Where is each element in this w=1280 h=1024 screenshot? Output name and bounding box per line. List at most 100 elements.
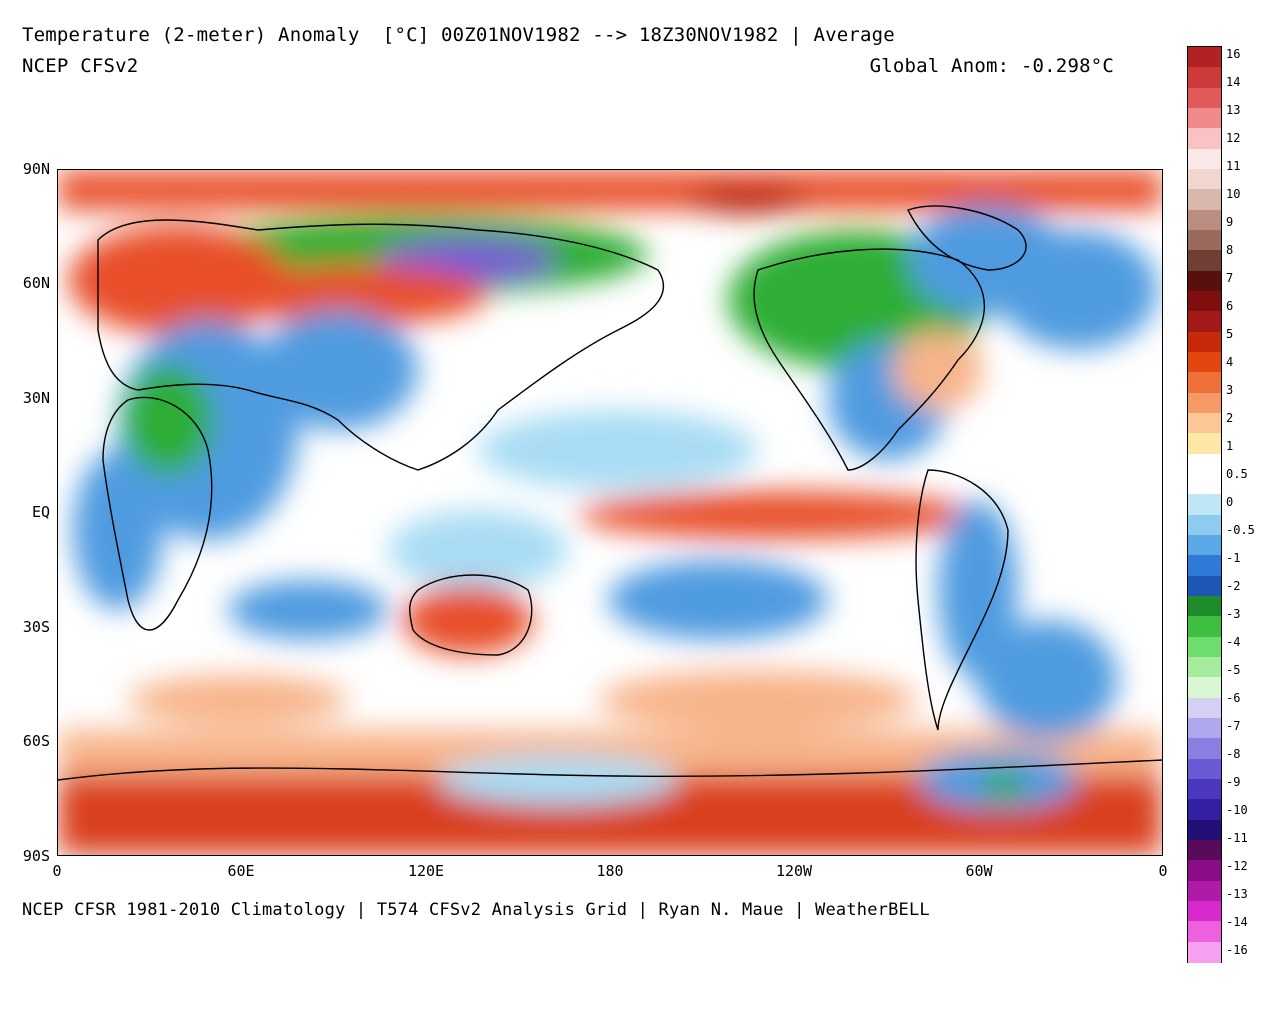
colorbar-swatch bbox=[1188, 596, 1221, 617]
colorbar-label: -8 bbox=[1226, 747, 1241, 761]
colorbar-label: 5 bbox=[1226, 327, 1234, 341]
colorbar-label: 14 bbox=[1226, 75, 1241, 89]
map-title: Temperature (2-meter) Anomaly [°C] 00Z01… bbox=[22, 24, 895, 46]
colorbar-swatch bbox=[1188, 352, 1221, 373]
colorbar-swatch bbox=[1188, 677, 1221, 699]
anomaly-blobs bbox=[58, 170, 1162, 855]
lon-label-60w: 60W bbox=[965, 862, 993, 880]
colorbar-label: -13 bbox=[1226, 887, 1248, 901]
credits-footer: NCEP CFSR 1981-2010 Climatology | T574 C… bbox=[22, 900, 930, 920]
colorbar-swatch bbox=[1188, 840, 1221, 861]
coastlines bbox=[57, 205, 1163, 781]
colorbar-label: -14 bbox=[1226, 915, 1248, 929]
colorbar-label: 12 bbox=[1226, 131, 1241, 145]
colorbar-swatch bbox=[1188, 860, 1221, 882]
colorbar-label: -4 bbox=[1226, 635, 1241, 649]
lat-label-30n: 30N bbox=[22, 389, 50, 407]
colorbar-label: 8 bbox=[1226, 243, 1234, 257]
lon-label-0: 0 bbox=[52, 862, 62, 880]
lon-label-180: 180 bbox=[596, 862, 624, 880]
colorbar-swatch bbox=[1188, 87, 1221, 109]
colorbar-swatch bbox=[1188, 413, 1221, 434]
colorbar-swatch bbox=[1188, 718, 1221, 739]
colorbar-swatch bbox=[1188, 819, 1221, 841]
anomaly-field bbox=[57, 170, 1163, 855]
colorbar-swatch bbox=[1188, 372, 1221, 394]
lon-label-120e: 120E bbox=[407, 862, 445, 880]
anomaly-map bbox=[57, 169, 1163, 856]
colorbar-label: 11 bbox=[1226, 159, 1241, 173]
colorbar-swatch bbox=[1188, 921, 1221, 943]
colorbar-swatch bbox=[1188, 47, 1221, 68]
colorbar-swatch bbox=[1188, 270, 1221, 292]
colorbar-label: -12 bbox=[1226, 859, 1248, 873]
colorbar-label: 16 bbox=[1226, 47, 1241, 61]
colorbar-swatch bbox=[1188, 575, 1221, 597]
colorbar-swatch bbox=[1188, 291, 1221, 312]
colorbar-label: 9 bbox=[1226, 215, 1234, 229]
colorbar-swatch bbox=[1188, 880, 1221, 902]
colorbar-label: -5 bbox=[1226, 663, 1241, 677]
colorbar-swatch bbox=[1188, 392, 1221, 414]
colorbar-label: 13 bbox=[1226, 103, 1241, 117]
colorbar-swatch bbox=[1188, 433, 1221, 455]
colorbar-label: 3 bbox=[1226, 383, 1234, 397]
colorbar-label: -10 bbox=[1226, 803, 1248, 817]
colorbar-swatch bbox=[1188, 169, 1221, 190]
colorbar-label: -3 bbox=[1226, 607, 1241, 621]
colorbar-swatch bbox=[1188, 799, 1221, 821]
colorbar-swatch bbox=[1188, 474, 1221, 495]
colorbar-label: -9 bbox=[1226, 775, 1241, 789]
colorbar-label: 1 bbox=[1226, 439, 1234, 453]
colorbar-swatch bbox=[1188, 250, 1221, 272]
lat-label-60s: 60S bbox=[22, 732, 50, 750]
colorbar-swatch bbox=[1188, 311, 1221, 333]
colorbar-swatch bbox=[1188, 758, 1221, 780]
colorbar-swatch bbox=[1188, 331, 1221, 353]
colorbar-swatch bbox=[1188, 636, 1221, 658]
colorbar-swatch bbox=[1188, 209, 1221, 231]
colorbar bbox=[1187, 46, 1222, 963]
colorbar-swatch bbox=[1188, 67, 1221, 89]
colorbar-label: 10 bbox=[1226, 187, 1241, 201]
lon-label-0-east: 0 bbox=[1158, 862, 1168, 880]
model-name: NCEP CFSv2 bbox=[22, 55, 139, 77]
colorbar-label: -2 bbox=[1226, 579, 1241, 593]
colorbar-label: -6 bbox=[1226, 691, 1241, 705]
lat-label-30s: 30S bbox=[22, 618, 50, 636]
colorbar-swatch bbox=[1188, 657, 1221, 678]
lat-label-60n: 60N bbox=[22, 274, 50, 292]
colorbar-label: -0.5 bbox=[1226, 523, 1255, 537]
colorbar-swatch bbox=[1188, 514, 1221, 536]
colorbar-swatch bbox=[1188, 555, 1221, 577]
lat-label-eq: EQ bbox=[31, 503, 50, 521]
colorbar-swatch bbox=[1188, 494, 1221, 516]
colorbar-swatch bbox=[1188, 779, 1221, 800]
global-anomaly: Global Anom: -0.298°C bbox=[869, 55, 1114, 77]
colorbar-label: 4 bbox=[1226, 355, 1234, 369]
colorbar-swatch bbox=[1188, 128, 1221, 150]
colorbar-label: 2 bbox=[1226, 411, 1234, 425]
colorbar-label: 0 bbox=[1226, 495, 1234, 509]
lon-label-60e: 60E bbox=[227, 862, 255, 880]
colorbar-label: -11 bbox=[1226, 831, 1248, 845]
colorbar-label: -1 bbox=[1226, 551, 1241, 565]
colorbar-swatch bbox=[1188, 108, 1221, 129]
colorbar-swatch bbox=[1188, 941, 1221, 963]
colorbar-swatch bbox=[1188, 616, 1221, 638]
lat-label-90s: 90S bbox=[22, 847, 50, 865]
colorbar-swatch bbox=[1188, 901, 1221, 922]
lon-label-120w: 120W bbox=[775, 862, 813, 880]
lat-label-90n: 90N bbox=[22, 160, 50, 178]
colorbar-swatch bbox=[1188, 738, 1221, 760]
colorbar-swatch bbox=[1188, 535, 1221, 556]
colorbar-swatch bbox=[1188, 697, 1221, 719]
colorbar-label: 6 bbox=[1226, 299, 1234, 313]
colorbar-swatch bbox=[1188, 148, 1221, 170]
colorbar-label: 0.5 bbox=[1226, 467, 1248, 481]
colorbar-swatch bbox=[1188, 453, 1221, 475]
colorbar-swatch bbox=[1188, 189, 1221, 211]
colorbar-swatch bbox=[1188, 230, 1221, 251]
colorbar-label: -7 bbox=[1226, 719, 1241, 733]
colorbar-label: -16 bbox=[1226, 943, 1248, 957]
